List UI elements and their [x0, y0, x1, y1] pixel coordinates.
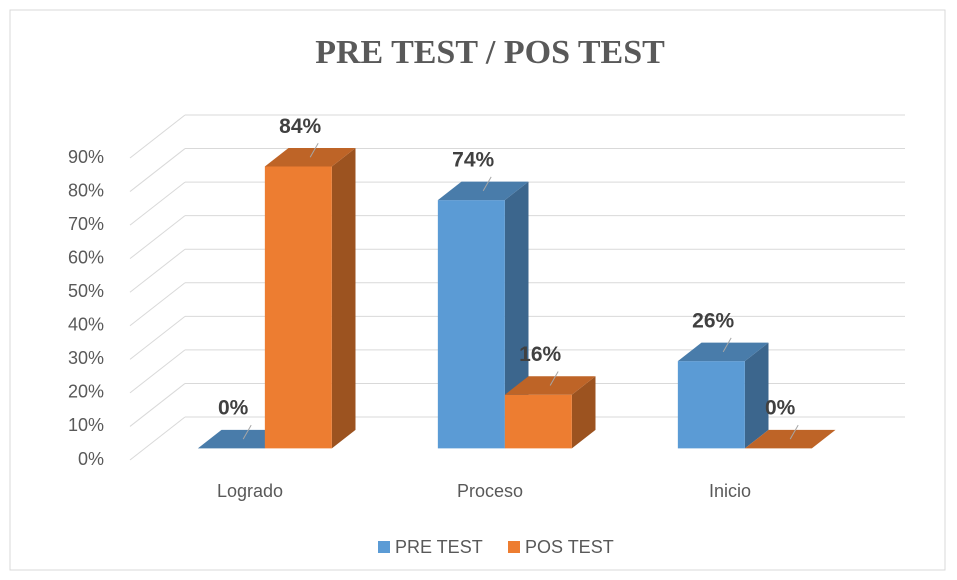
x-tick-label: Proceso [457, 481, 523, 501]
value-label: 84% [279, 115, 321, 138]
bar-front [437, 200, 505, 449]
value-label: 0% [765, 397, 796, 420]
label-leader [549, 371, 559, 386]
legend-swatch [508, 541, 520, 553]
y-tick-label: 90% [68, 147, 104, 167]
grid-line [129, 215, 186, 260]
value-label: 16% [519, 343, 561, 366]
y-tick-label: 60% [68, 247, 104, 267]
bar-front [677, 361, 745, 449]
value-label: 26% [692, 309, 734, 332]
value-label: 0% [218, 397, 249, 420]
y-tick-label: 20% [68, 382, 104, 402]
y-tick-label: 0% [78, 449, 104, 469]
grid-line [129, 148, 186, 192]
y-tick-label: 50% [68, 281, 104, 301]
label-leader [242, 424, 252, 440]
legend-label: PRE TEST [395, 537, 483, 557]
bar-front [504, 394, 572, 449]
bar-side [331, 148, 356, 449]
bar-top [677, 342, 769, 362]
grid-line [129, 282, 186, 327]
grid-line [129, 181, 186, 226]
grid-line [129, 315, 186, 360]
x-tick-label: Inicio [709, 481, 751, 501]
bar-front [264, 166, 332, 449]
y-tick-label: 80% [68, 180, 104, 200]
label-leader [789, 424, 799, 440]
y-tick-label: 70% [68, 214, 104, 234]
grid-line [129, 114, 186, 159]
label-leader [722, 337, 732, 353]
y-tick-label: 30% [68, 348, 104, 368]
legend-swatch [378, 541, 390, 553]
y-tick-label: 40% [68, 315, 104, 335]
y-tick-label: 10% [68, 415, 104, 435]
value-label: 74% [452, 148, 494, 171]
bar-side [744, 342, 769, 449]
label-leader [309, 143, 319, 158]
bar-side [571, 376, 596, 449]
label-leader [482, 176, 492, 192]
bar-top [744, 429, 836, 449]
grid-line [129, 349, 186, 394]
legend-label: POS TEST [525, 537, 614, 557]
x-tick-label: Logrado [217, 481, 283, 501]
grid-line [129, 383, 186, 427]
grid-line [129, 416, 186, 461]
chart-title: PRE TEST / POS TEST [315, 34, 665, 71]
grid-line [129, 248, 186, 293]
